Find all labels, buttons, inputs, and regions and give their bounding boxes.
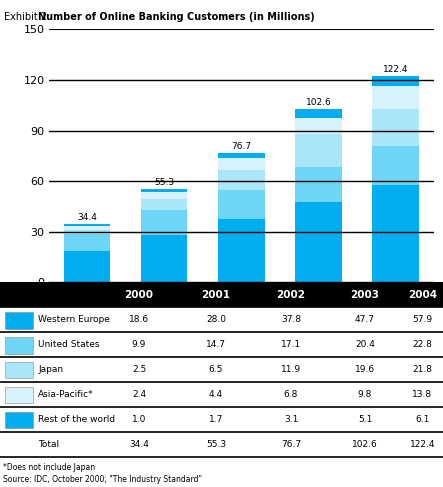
- Text: Source: IDC, October 2000; "The Industry Standard": Source: IDC, October 2000; "The Industry…: [3, 475, 202, 484]
- Bar: [64, 230, 110, 234]
- Bar: [218, 153, 264, 158]
- Bar: [141, 199, 187, 210]
- Text: Total: Total: [38, 440, 59, 449]
- Bar: [5, 412, 33, 429]
- Bar: [218, 169, 264, 190]
- Text: Japan: Japan: [38, 365, 63, 374]
- Bar: [64, 251, 110, 282]
- Text: 6.1: 6.1: [415, 415, 430, 424]
- Bar: [5, 362, 33, 378]
- Text: 20.4: 20.4: [355, 340, 375, 349]
- Text: Rest of the world: Rest of the world: [38, 415, 115, 424]
- Text: 22.8: 22.8: [412, 340, 432, 349]
- Text: Asia-Pacific*: Asia-Pacific*: [38, 390, 93, 399]
- Text: Exhibit 2:: Exhibit 2:: [4, 12, 54, 22]
- Text: 2000: 2000: [124, 290, 154, 300]
- Bar: [218, 190, 264, 219]
- Bar: [373, 76, 419, 86]
- Text: 102.6: 102.6: [352, 440, 378, 449]
- Text: 122.4: 122.4: [410, 440, 435, 449]
- Text: 1.7: 1.7: [209, 415, 223, 424]
- Text: 2001: 2001: [202, 290, 230, 300]
- Bar: [64, 225, 110, 226]
- Text: 2.5: 2.5: [132, 365, 146, 374]
- Text: 9.9: 9.9: [132, 340, 146, 349]
- Text: 2004: 2004: [408, 290, 437, 300]
- Text: 3.1: 3.1: [284, 415, 298, 424]
- Text: 2.4: 2.4: [132, 390, 146, 399]
- Bar: [5, 337, 33, 354]
- Text: Number of Online Banking Customers (in Millions): Number of Online Banking Customers (in M…: [38, 12, 315, 22]
- Bar: [0, 407, 443, 432]
- Bar: [5, 387, 33, 403]
- Text: Western Europe: Western Europe: [38, 316, 110, 324]
- Bar: [141, 192, 187, 199]
- Bar: [295, 118, 342, 134]
- Text: 1.0: 1.0: [132, 415, 146, 424]
- Bar: [373, 185, 419, 282]
- Text: 13.8: 13.8: [412, 390, 432, 399]
- Text: 34.4: 34.4: [129, 440, 149, 449]
- Text: 18.6: 18.6: [129, 316, 149, 324]
- Bar: [218, 158, 264, 169]
- Bar: [0, 382, 443, 407]
- Text: 122.4: 122.4: [383, 65, 408, 74]
- Text: 47.7: 47.7: [355, 316, 375, 324]
- Bar: [0, 307, 443, 332]
- Bar: [0, 357, 443, 382]
- Text: 6.5: 6.5: [209, 365, 223, 374]
- Text: 4.4: 4.4: [209, 390, 223, 399]
- Text: 102.6: 102.6: [306, 98, 331, 107]
- Text: 76.7: 76.7: [281, 440, 301, 449]
- Bar: [141, 210, 187, 235]
- Bar: [295, 134, 342, 168]
- Text: 19.6: 19.6: [355, 365, 375, 374]
- Text: 17.1: 17.1: [281, 340, 301, 349]
- Text: 11.9: 11.9: [281, 365, 301, 374]
- Bar: [0, 332, 443, 357]
- Text: 14.7: 14.7: [206, 340, 226, 349]
- Text: 55.3: 55.3: [206, 440, 226, 449]
- Bar: [141, 235, 187, 282]
- Text: 76.7: 76.7: [231, 142, 252, 151]
- Text: 34.4: 34.4: [78, 213, 97, 223]
- Bar: [0, 282, 443, 307]
- Bar: [295, 109, 342, 118]
- Bar: [218, 219, 264, 282]
- Text: United States: United States: [38, 340, 100, 349]
- Text: 28.0: 28.0: [206, 316, 226, 324]
- Bar: [5, 312, 33, 329]
- Bar: [295, 168, 342, 202]
- Bar: [64, 226, 110, 230]
- Bar: [141, 189, 187, 192]
- Bar: [373, 110, 419, 146]
- Bar: [373, 146, 419, 185]
- Text: 55.3: 55.3: [154, 178, 175, 187]
- Text: 9.8: 9.8: [358, 390, 372, 399]
- Bar: [64, 234, 110, 251]
- Bar: [295, 202, 342, 282]
- Text: 5.1: 5.1: [358, 415, 372, 424]
- Bar: [0, 432, 443, 457]
- Text: 2003: 2003: [350, 290, 380, 300]
- Text: 57.9: 57.9: [412, 316, 432, 324]
- Text: *Does not include Japan: *Does not include Japan: [3, 463, 95, 472]
- Text: 37.8: 37.8: [281, 316, 301, 324]
- Text: 2002: 2002: [276, 290, 306, 300]
- Bar: [373, 86, 419, 110]
- Text: 6.8: 6.8: [284, 390, 298, 399]
- Text: 21.8: 21.8: [412, 365, 432, 374]
